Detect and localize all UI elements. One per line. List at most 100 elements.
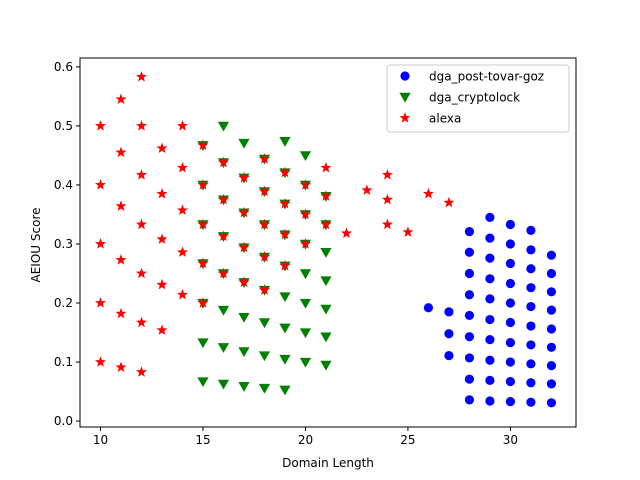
data-point [217, 230, 229, 241]
data-point [381, 193, 393, 205]
data-point [505, 239, 516, 249]
data-point [197, 179, 209, 190]
data-point [279, 385, 291, 396]
data-point [258, 383, 271, 394]
data-point [423, 303, 434, 313]
data-point [279, 198, 291, 209]
data-point [485, 355, 495, 365]
data-point [217, 121, 230, 132]
data-point [258, 153, 270, 164]
data-point [156, 233, 168, 244]
data-point [217, 343, 230, 353]
data-point [279, 354, 291, 365]
data-point [526, 225, 536, 235]
data-point [299, 357, 312, 368]
data-point [94, 179, 107, 190]
data-point [361, 184, 373, 195]
data-point [526, 321, 536, 331]
data-point [115, 307, 127, 319]
data-point [505, 219, 516, 230]
data-point [299, 179, 311, 190]
data-point [176, 246, 188, 257]
data-point [299, 208, 311, 220]
data-point [135, 71, 147, 82]
data-point [238, 382, 250, 392]
y-tick-label: 0.1 [54, 355, 73, 369]
data-point [135, 366, 147, 377]
data-point [258, 218, 270, 230]
data-point [320, 218, 332, 230]
legend-label: dga_post-tovar-goz [429, 70, 544, 84]
data-point [526, 283, 536, 293]
x-tick-label: 30 [503, 433, 518, 447]
data-point [526, 340, 536, 350]
y-tick-label: 0.2 [54, 296, 73, 310]
data-point [546, 342, 557, 352]
data-point [485, 294, 495, 304]
data-point [464, 268, 475, 279]
data-point [279, 292, 291, 303]
data-point [156, 278, 168, 290]
legend-box [386, 64, 570, 133]
legend-marker [400, 71, 410, 81]
data-point [546, 379, 557, 389]
data-point [279, 137, 291, 147]
data-point [464, 353, 475, 363]
data-point [402, 226, 414, 237]
data-point [320, 332, 332, 343]
data-point [526, 359, 536, 369]
data-point [299, 151, 312, 162]
data-point [197, 338, 209, 349]
data-point [217, 379, 230, 390]
data-point [505, 357, 516, 367]
data-point [299, 238, 311, 249]
data-point [258, 185, 270, 197]
data-point [444, 307, 454, 317]
data-point [279, 228, 291, 240]
data-point [546, 360, 557, 371]
data-point [115, 361, 127, 373]
data-point [217, 305, 230, 316]
data-point [217, 267, 229, 279]
data-point [197, 218, 209, 230]
data-point [299, 328, 312, 339]
data-point [258, 351, 271, 362]
data-point [238, 206, 250, 218]
data-point [505, 317, 516, 328]
data-point [135, 120, 147, 131]
data-point [320, 248, 332, 258]
data-point [115, 200, 127, 211]
data-point [176, 162, 188, 173]
data-point [443, 196, 455, 208]
data-point [258, 251, 270, 262]
data-point [485, 335, 495, 345]
data-point [279, 323, 291, 334]
data-point [526, 264, 536, 274]
data-point [485, 396, 495, 406]
data-point [238, 312, 250, 323]
data-point [505, 278, 516, 289]
y-tick-label: 0.5 [54, 119, 73, 133]
data-point [546, 305, 557, 315]
data-point [546, 250, 557, 260]
points-layer [94, 71, 557, 408]
data-point [505, 397, 516, 407]
data-point [94, 356, 107, 367]
data-point [258, 318, 271, 329]
data-point [485, 212, 495, 223]
data-point [464, 247, 475, 257]
legend-label: alexa [429, 112, 461, 126]
y-axis-ticks: 0.0 0.1 0.2 0.3 0.4 0.5 0.6 [54, 60, 80, 428]
x-tick-label: 25 [400, 433, 415, 447]
data-point [197, 139, 209, 151]
data-point [526, 301, 536, 312]
data-point [320, 304, 332, 315]
data-point [94, 238, 107, 249]
data-point [197, 377, 209, 388]
data-point [197, 257, 209, 269]
data-point [238, 347, 250, 358]
data-point [526, 378, 536, 388]
data-point [444, 329, 454, 339]
